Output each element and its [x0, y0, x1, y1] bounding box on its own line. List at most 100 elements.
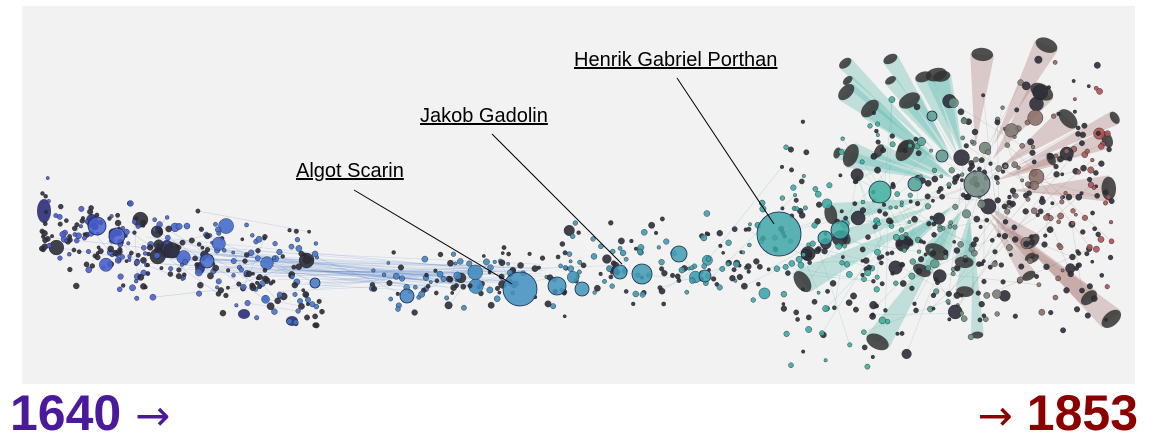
network-node — [313, 323, 318, 328]
network-node — [83, 233, 86, 236]
network-node — [1090, 211, 1094, 215]
network-node — [46, 176, 49, 179]
network-node — [263, 237, 266, 240]
network-node — [168, 272, 173, 277]
network-node — [1032, 160, 1036, 164]
network-node — [893, 281, 898, 286]
hub-node — [699, 270, 711, 282]
network-node — [1061, 173, 1064, 176]
network-node — [900, 280, 906, 286]
network-node — [501, 251, 504, 254]
network-node — [438, 252, 443, 257]
network-node — [296, 264, 302, 270]
network-node — [1108, 255, 1113, 260]
annotation-jakob-gadolin: Jakob Gadolin — [420, 105, 548, 128]
network-node — [946, 291, 952, 297]
network-node — [846, 271, 852, 277]
network-node — [788, 363, 793, 368]
network-node — [850, 293, 856, 299]
network-node — [925, 194, 930, 199]
network-node — [293, 320, 298, 325]
network-node — [1004, 209, 1010, 215]
network-node — [995, 120, 1000, 125]
network-node — [488, 302, 494, 308]
network-node — [121, 284, 125, 288]
network-node — [117, 249, 122, 254]
network-node — [67, 267, 72, 272]
network-node — [720, 266, 725, 271]
network-node — [1029, 235, 1033, 239]
network-node — [507, 252, 511, 256]
network-node — [1079, 140, 1084, 145]
network-node — [494, 296, 500, 302]
network-node — [872, 111, 875, 114]
network-node — [296, 309, 301, 314]
network-node — [40, 191, 44, 195]
network-node — [822, 248, 828, 254]
network-node — [67, 237, 72, 242]
network-node — [118, 259, 121, 262]
network-node — [949, 221, 953, 225]
network-node — [1057, 156, 1063, 162]
network-node — [961, 136, 965, 140]
network-node — [999, 263, 1004, 268]
network-node — [54, 213, 58, 217]
network-node — [861, 200, 865, 204]
network-node — [810, 241, 815, 246]
network-node — [79, 224, 83, 228]
network-node — [160, 266, 163, 269]
network-node — [164, 242, 180, 258]
network-node — [685, 290, 689, 294]
network-edge — [198, 211, 309, 232]
network-node — [599, 272, 603, 276]
network-node — [971, 250, 977, 256]
network-node — [305, 297, 310, 302]
network-node — [84, 262, 89, 267]
network-node — [618, 238, 624, 244]
network-node — [138, 274, 144, 280]
network-node — [372, 269, 376, 273]
network-node — [996, 181, 999, 184]
network-node — [930, 259, 939, 268]
start-year: 1640 — [10, 385, 121, 441]
network-node — [319, 309, 324, 314]
network-node — [581, 263, 586, 268]
network-node — [886, 252, 890, 256]
network-node — [840, 260, 845, 265]
network-node — [1106, 195, 1111, 200]
network-node — [916, 150, 921, 155]
network-node — [851, 169, 864, 182]
network-node — [1060, 328, 1065, 333]
network-node — [255, 256, 260, 261]
end-year: 1853 — [1027, 385, 1138, 441]
network-node — [294, 229, 299, 234]
network-node — [132, 220, 137, 225]
network-node — [58, 222, 63, 227]
network-node — [136, 224, 140, 228]
network-node — [1043, 234, 1047, 238]
network-node — [949, 167, 955, 173]
network-node — [1047, 227, 1053, 233]
network-node — [844, 262, 850, 268]
end-arrow-icon: → — [978, 391, 1013, 440]
network-node — [567, 271, 579, 283]
network-node — [570, 234, 575, 239]
network-node — [297, 298, 302, 303]
network-node — [97, 246, 100, 249]
network-node — [952, 180, 957, 185]
network-node — [796, 256, 802, 262]
network-node — [1006, 244, 1012, 250]
network-node — [874, 249, 880, 255]
network-node — [1040, 196, 1044, 200]
network-node — [939, 194, 944, 199]
network-node — [925, 180, 931, 186]
network-node — [940, 175, 943, 178]
network-node — [1080, 132, 1086, 138]
network-node — [242, 259, 247, 264]
network-node — [136, 253, 140, 257]
network-node — [890, 142, 895, 147]
network-node — [877, 209, 881, 213]
network-node — [978, 318, 982, 322]
network-node — [393, 273, 399, 279]
network-node — [532, 265, 538, 271]
